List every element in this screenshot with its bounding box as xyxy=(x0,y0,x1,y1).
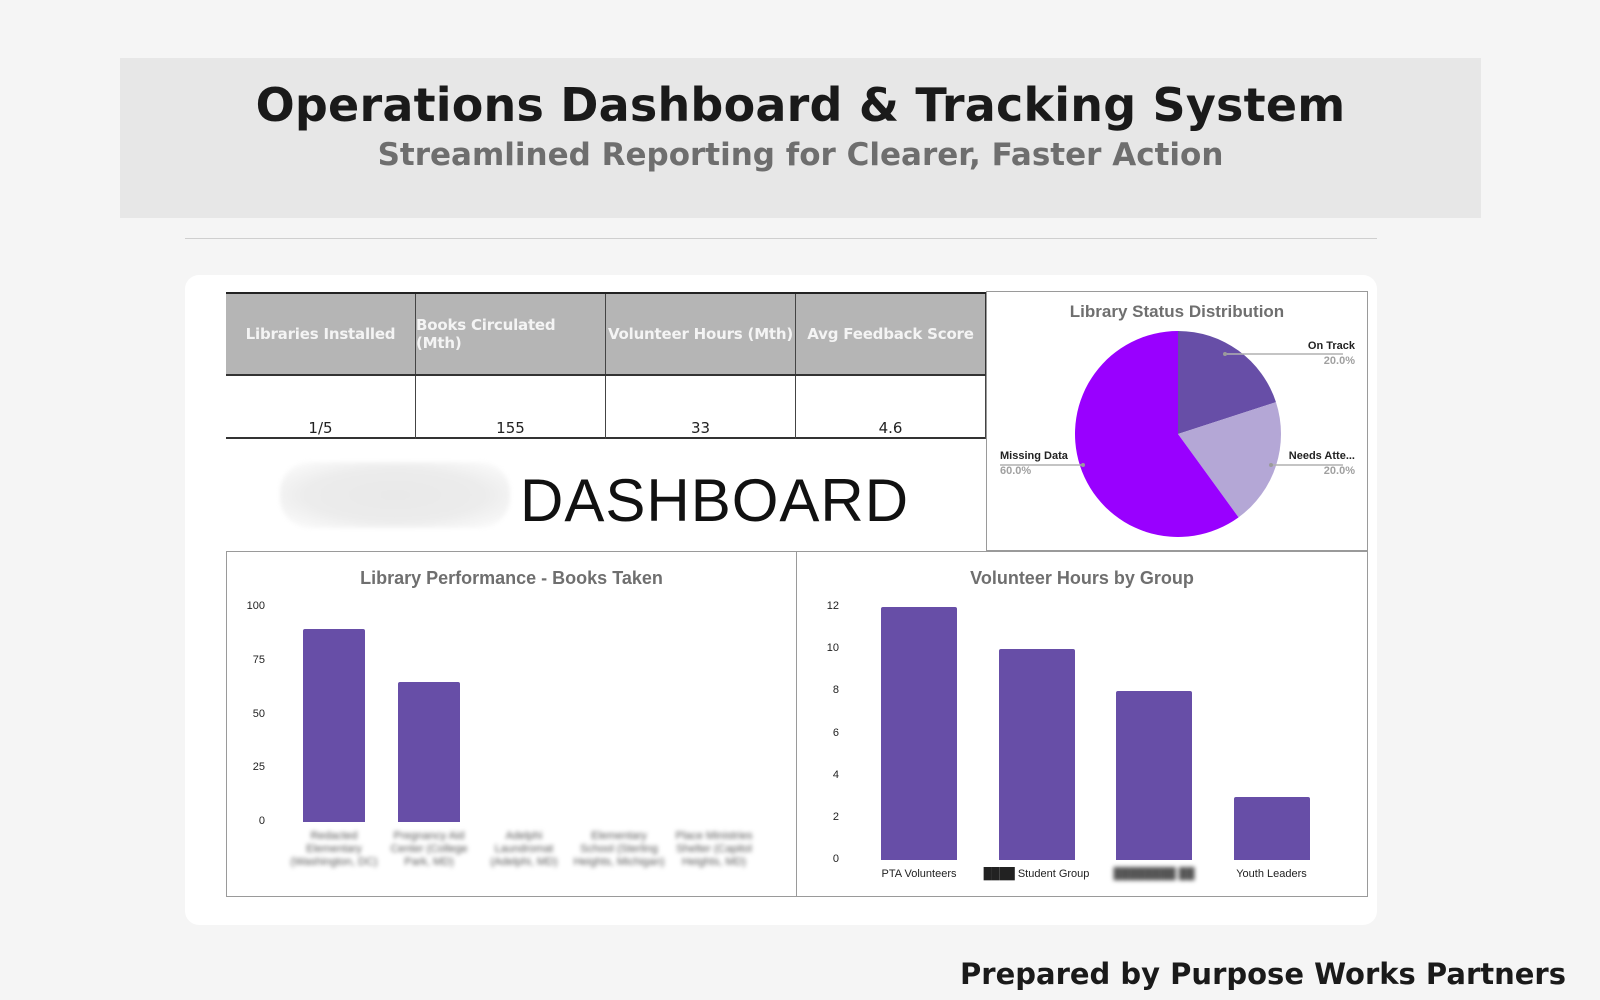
page-title: Operations Dashboard & Tracking System xyxy=(255,78,1346,132)
kpi-table: Libraries Installed Books Circulated (Mt… xyxy=(226,292,986,439)
y-axis-tick: 10 xyxy=(826,642,839,655)
y-axis-tick: 100 xyxy=(246,600,265,612)
kpi-header-row: Libraries Installed Books Circulated (Mt… xyxy=(226,294,986,376)
bar xyxy=(398,682,460,822)
bar xyxy=(998,649,1075,860)
y-axis-tick: 2 xyxy=(832,810,839,823)
kpi-header-volunteer-hours: Volunteer Hours (Mth) xyxy=(606,294,796,374)
redacted-logo xyxy=(280,462,510,528)
y-axis-tick: 6 xyxy=(832,726,839,739)
x-axis-label: PTA Volunteers xyxy=(881,868,957,880)
pie-label-missing-data: Missing Data xyxy=(1000,450,1068,462)
x-axis-label: Adelphi Laundromat (Adelphi, MD) xyxy=(490,830,558,868)
y-axis-tick: 0 xyxy=(258,815,265,827)
kpi-value-volunteer-hours: 33 xyxy=(606,376,796,439)
x-axis-label: Place Ministries Shelter (Capitol Height… xyxy=(675,830,753,868)
bar xyxy=(303,628,365,822)
dashboard-wordmark: DASHBOARD xyxy=(520,467,910,534)
pie-chart-panel: Library Status Distribution On Track 20.… xyxy=(986,291,1368,551)
kpi-header-libraries-installed: Libraries Installed xyxy=(226,294,416,374)
x-axis-label: Redacted Elementary (Washington, DC) xyxy=(290,830,378,868)
y-axis-tick: 75 xyxy=(252,653,265,666)
x-axis-label: ████ Student Group xyxy=(983,868,1090,880)
kpi-header-avg-feedback: Avg Feedback Score xyxy=(796,294,986,374)
bar xyxy=(1116,691,1192,860)
books-taken-chart-title: Library Performance - Books Taken xyxy=(360,568,663,588)
y-axis-tick: 12 xyxy=(826,600,839,612)
pie-label-on-track: On Track xyxy=(1307,340,1355,352)
header-banner: Operations Dashboard & Tracking System S… xyxy=(120,58,1481,218)
pie-pct-missing-data: 60.0% xyxy=(1000,465,1032,477)
pie-chart-title: Library Status Distribution xyxy=(1069,302,1285,321)
x-axis-label: Elementary School (Sterling Heights, Mic… xyxy=(573,830,665,868)
pie-slice-missing-data xyxy=(1075,331,1239,537)
books-taken-chart-panel: Library Performance - Books Taken 100 75 5… xyxy=(226,551,797,897)
y-axis-tick: 25 xyxy=(252,761,265,774)
x-axis-label: Youth Leaders xyxy=(1236,868,1307,880)
x-axis-label: ████████ ██ xyxy=(1113,868,1195,880)
kpi-value-avg-feedback: 4.6 xyxy=(796,376,986,439)
volunteer-hours-chart-panel: Volunteer Hours by Group 12 10 8 6 4 2 0 PTA Vo… xyxy=(796,551,1368,897)
y-axis-tick: 50 xyxy=(252,707,265,720)
pie-slice-needs-attention xyxy=(1178,402,1281,518)
bar xyxy=(1233,796,1310,860)
kpi-header-books-circulated: Books Circulated (Mth) xyxy=(416,294,606,374)
pie-pct-on-track: 20.0% xyxy=(1323,355,1355,367)
pie-chart xyxy=(1000,331,1343,537)
kpi-value-libraries-installed: 1/5 xyxy=(226,376,416,439)
footer-credit: Prepared by Purpose Works Partners xyxy=(960,957,1566,991)
x-axis-label: Pregnancy Aid Center (College Park, MD) xyxy=(390,830,468,868)
divider xyxy=(185,238,1377,239)
y-axis-tick: 0 xyxy=(832,853,839,865)
y-axis-tick: 4 xyxy=(832,768,839,781)
volunteer-hours-chart-title: Volunteer Hours by Group xyxy=(970,568,1194,588)
bar xyxy=(881,607,957,860)
pie-label-needs-attention: Needs Atte... xyxy=(1288,450,1355,462)
kpi-value-books-circulated: 155 xyxy=(416,376,606,439)
kpi-value-row: 1/5 155 33 4.6 xyxy=(226,376,986,439)
pie-slice-on-track xyxy=(1178,331,1276,434)
page-subtitle: Streamlined Reporting for Clearer, Faste… xyxy=(377,137,1224,173)
y-axis-tick: 8 xyxy=(832,684,839,697)
pie-leader-dot xyxy=(1269,463,1273,467)
pie-pct-needs-attention: 20.0% xyxy=(1323,465,1355,477)
pie-leader-dot xyxy=(1223,352,1227,356)
pie-leader-dot xyxy=(1081,463,1085,467)
